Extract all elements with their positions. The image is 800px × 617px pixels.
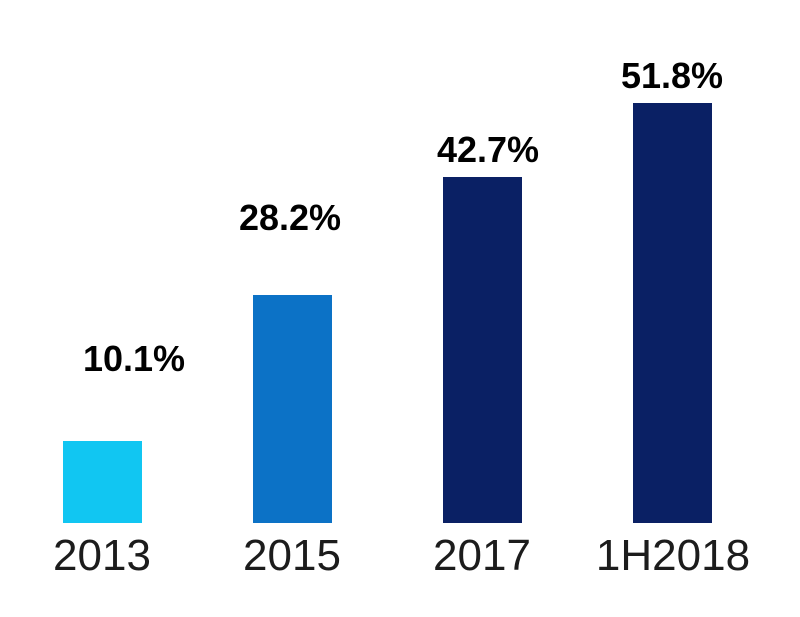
bar-2017 [443,177,522,523]
bar-1h2018 [633,103,712,523]
value-label-2015: 28.2% [238,197,342,238]
value-label-1h2018: 51.8% [620,55,724,96]
x-axis-tick-1h2018: 1H2018 [595,531,751,580]
x-axis-tick-2013: 2013 [53,531,151,580]
bar-2015 [253,295,332,523]
x-axis-tick-2017: 2017 [433,531,531,580]
value-label-2013: 10.1% [82,338,186,379]
value-label-2017: 42.7% [436,129,540,170]
x-axis-tick-2015: 2015 [243,531,341,580]
bar-2013 [63,441,142,523]
